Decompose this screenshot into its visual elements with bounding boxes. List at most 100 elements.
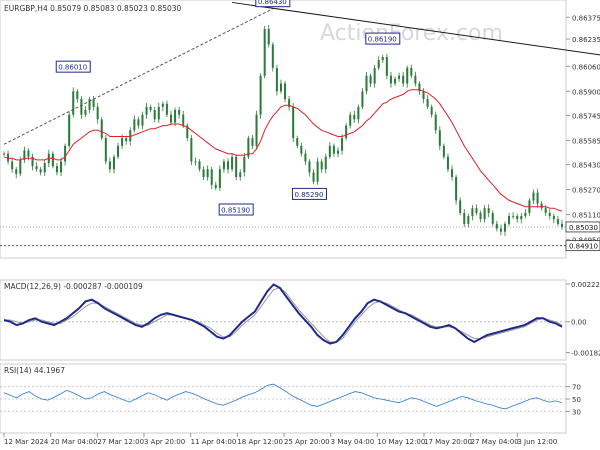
candle-body	[161, 103, 164, 107]
candle-body	[15, 169, 18, 174]
candle-body	[540, 203, 543, 209]
candle-body	[267, 28, 270, 45]
candle-body	[108, 161, 111, 170]
candle-body	[516, 216, 519, 220]
candle-body	[80, 99, 83, 115]
candle-body	[353, 114, 356, 120]
candle-body	[169, 114, 173, 123]
candle-body	[271, 44, 274, 68]
annotation-box	[218, 203, 254, 216]
candle-body	[475, 208, 478, 213]
candle-body	[206, 169, 209, 178]
candle-body	[491, 212, 494, 224]
candle-body	[202, 169, 205, 178]
solid-trendline	[232, 1, 600, 56]
candle-body	[414, 75, 417, 84]
candle-body	[31, 156, 34, 167]
rsi-y-tick-label: 30	[572, 408, 581, 416]
candle-body	[328, 145, 331, 157]
candle-body	[393, 78, 397, 84]
price-y-tick-label: 0.86375	[572, 14, 600, 22]
candle-body	[508, 216, 511, 224]
candle-body	[96, 106, 99, 120]
price-y-tick-label: 0.86235	[572, 36, 600, 44]
candle-body	[100, 119, 103, 139]
price-annotations: 0.86430 0.86010 0.86190 0.85190 0.85290	[55, 0, 401, 216]
last-price-tag-box	[565, 221, 600, 233]
x-tick-label: 3 May 04:00	[331, 438, 375, 446]
macd-y-tick-label: -0.001827	[571, 350, 600, 358]
trendlines	[3, 1, 600, 145]
candle-body	[345, 125, 348, 139]
candle-body	[316, 161, 319, 182]
macd-line	[3, 283, 563, 345]
candle-body	[312, 172, 315, 182]
candle-body	[524, 212, 527, 217]
candle-body	[357, 106, 360, 120]
x-tick-label: 3 Apr 20:00	[144, 438, 185, 446]
candle-body	[121, 138, 124, 146]
price-y-tick-label: 0.85745	[572, 112, 600, 120]
candle-body	[186, 125, 189, 139]
dashed-trendline	[3, 8, 274, 145]
candle-body	[336, 150, 339, 154]
candle-body	[422, 91, 425, 100]
candle-body	[451, 169, 454, 178]
candle-body	[467, 216, 470, 224]
candle-body	[255, 114, 258, 146]
candle-body	[320, 161, 323, 170]
candle-body	[117, 145, 120, 157]
candle-body	[190, 138, 193, 162]
candle-body	[39, 169, 42, 173]
rsi-y-tick-label: 70	[572, 384, 581, 392]
candle-body	[389, 75, 392, 84]
candle-body	[218, 169, 221, 188]
symbol-info: EURGBP,H4 0.85079 0.85083 0.85023 0.8503…	[4, 4, 182, 13]
candle-body	[149, 106, 152, 111]
macd-y-tick-label: 0.002229	[571, 281, 600, 289]
price-y-tick-label: 0.85585	[572, 137, 600, 145]
candle-body	[222, 161, 225, 170]
candle-body	[349, 114, 352, 126]
candle-body	[381, 57, 384, 61]
candle-body	[112, 156, 115, 170]
candle-body	[406, 67, 409, 84]
annotation-label: 0.85290	[294, 191, 323, 199]
candle-body	[174, 110, 177, 123]
candle-body	[92, 99, 95, 107]
support-level-tag: 0.84910	[569, 243, 598, 251]
candle-body	[153, 110, 156, 120]
candle-body	[251, 138, 254, 146]
candle-body	[495, 223, 498, 229]
candles	[2, 25, 564, 236]
candle-body	[60, 161, 63, 173]
candle-body	[133, 119, 136, 131]
candle-body	[552, 216, 555, 220]
price-y-tick-label: 0.85430	[572, 162, 600, 170]
candle-body	[141, 114, 144, 126]
price-y-tick-label: 0.86060	[572, 63, 600, 71]
candle-body	[19, 159, 22, 174]
x-tick-label: 17 May 20:00	[424, 438, 472, 446]
candle-body	[43, 163, 46, 173]
candle-body	[300, 145, 303, 154]
candle-body	[23, 150, 26, 160]
candle-body	[556, 219, 559, 224]
candle-body	[426, 99, 429, 107]
annotation-box	[255, 0, 291, 8]
candle-body	[137, 119, 140, 126]
candle-body	[503, 223, 506, 232]
candle-body	[227, 161, 230, 170]
candle-body	[235, 156, 238, 178]
candle-body	[275, 67, 278, 92]
candle-body	[64, 145, 67, 162]
candle-body	[259, 75, 262, 115]
candle-body	[210, 169, 213, 185]
x-tick-label: 12 Mar 2024	[4, 438, 49, 446]
candle-body	[365, 75, 368, 92]
rsi-y-tick-label: 50	[572, 396, 581, 404]
candle-body	[243, 156, 246, 173]
candle-body	[157, 106, 160, 120]
x-tick-label: 27 Mar 12:00	[97, 438, 144, 446]
